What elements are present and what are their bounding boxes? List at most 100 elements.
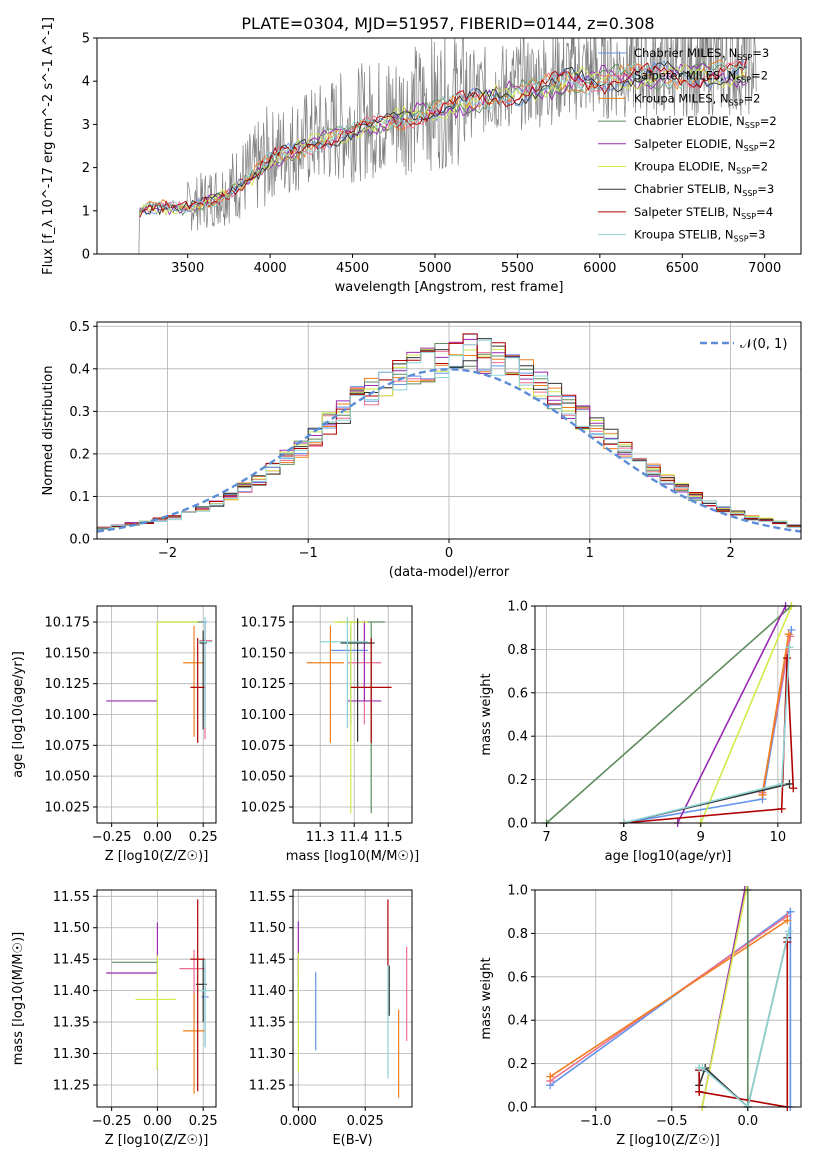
y-tick-label: 3 <box>82 118 90 133</box>
y-tick-label: 10.125 <box>45 677 91 692</box>
y-tick-label: 11.40 <box>53 984 90 999</box>
axes-frame <box>534 605 802 824</box>
y-tick-label: 10.125 <box>241 677 287 692</box>
y-tick-label: 11.50 <box>249 921 286 936</box>
x-axis-label: Z [log10(Z/Z☉)] <box>105 849 209 864</box>
legend-value: =2 <box>751 160 768 174</box>
weight-line <box>549 910 792 1107</box>
legend-value: =3 <box>757 182 774 196</box>
legend-entry: Chabrier ELODIE, NSSP=2 <box>634 114 777 130</box>
legend-value: =3 <box>749 228 766 242</box>
weight-marker <box>789 784 798 793</box>
y-tick-label: 0.6 <box>507 686 528 701</box>
legend-subscript: SSP <box>742 189 757 198</box>
y-tick-label: 10.025 <box>241 800 287 815</box>
y-tick-label: 10.150 <box>241 646 287 661</box>
x-tick-label: 5000 <box>418 261 451 276</box>
weight-line <box>623 629 793 824</box>
legend-subscript: SSP <box>744 144 759 153</box>
model-spectrum-line <box>139 60 747 216</box>
age-vs-metallicity-panel: −0.25 0.00 0.25 10.025 10.050 10.075 10.100 10.… <box>11 605 218 864</box>
y-tick-label: 11.30 <box>53 1047 90 1062</box>
y-tick-label: 1 <box>82 204 90 219</box>
mass-vs-ebv-panel: 0.000 0.025 11.25 11.30 11.35 11.40 11.45 11.50… <box>249 889 413 1148</box>
weight-marker <box>695 1087 704 1096</box>
y-tick-label: 0.8 <box>507 643 528 658</box>
x-tick-label: 11.4 <box>340 830 369 845</box>
y-tick-label: 0.0 <box>507 1101 528 1116</box>
figure-title: PLATE=0304, MJD=51957, FIBERID=0144, z=0… <box>241 14 654 33</box>
model-spectrum-line <box>139 60 747 216</box>
y-tick-label: 11.55 <box>53 890 90 905</box>
y-tick-label: 11.25 <box>249 1078 286 1093</box>
legend-value: =2 <box>744 91 761 105</box>
spectrum-panel: 3500 4000 4500 5000 5500 6000 6500 7000 0 1 2 3 4 5 wa… <box>41 17 802 295</box>
y-axis-label: mass weight <box>479 673 494 755</box>
weight-marker <box>783 654 792 663</box>
x-tick-label: 2 <box>726 546 734 561</box>
weight-marker <box>546 1072 555 1081</box>
y-tick-label: 10.075 <box>45 739 91 754</box>
axes-frame <box>292 889 413 1108</box>
model-spectrum-line <box>139 62 747 214</box>
weight-marker <box>785 643 794 652</box>
y-axis-label: mass [log10(M/M☉)] <box>11 932 26 1065</box>
x-axis-label: Z [log10(Z/Z☉)] <box>105 1133 209 1148</box>
histogram-step-line <box>97 339 801 529</box>
x-tick-label: 9 <box>697 830 705 845</box>
y-tick-label: 10.050 <box>45 770 91 785</box>
x-axis-label: E(B-V) <box>332 1133 372 1148</box>
x-axis-label: Z [log10(Z/Z☉)] <box>616 1133 720 1148</box>
weight-marker <box>777 779 786 788</box>
x-tick-label: −1 <box>299 546 318 561</box>
weight-line <box>546 605 792 824</box>
y-tick-label: 5 <box>82 32 90 47</box>
x-tick-label: 0.00 <box>143 830 172 845</box>
weight-line <box>676 605 787 824</box>
legend-subscript: SSP <box>737 53 752 62</box>
weight-marker <box>786 907 795 916</box>
y-tick-label: 10.050 <box>241 770 287 785</box>
legend-subscript: SSP <box>729 98 744 107</box>
weight-marker <box>787 625 796 634</box>
x-tick-label: 10 <box>770 830 787 845</box>
legend-entry: Chabrier STELIB, NSSP=3 <box>634 182 774 198</box>
residual-histogram-panel: −2 −1 0 1 2 0.0 0.1 0.2 0.3 0.4 0.5 (data-model)/er… <box>41 320 802 580</box>
histogram-step-line <box>97 333 801 528</box>
y-tick-label: 0.0 <box>507 817 528 832</box>
y-tick-label: 0.1 <box>69 490 90 505</box>
x-tick-label: 4500 <box>336 261 369 276</box>
model-spectrum-line <box>139 64 747 216</box>
weight-line <box>623 658 795 824</box>
x-tick-label: 0.25 <box>189 830 218 845</box>
legend-value: =3 <box>752 46 769 60</box>
model-spectrum-line <box>139 61 747 217</box>
model-spectrum-line <box>139 59 748 218</box>
legend-entry: Salpeter ELODIE, NSSP=2 <box>634 137 776 153</box>
y-tick-label: 1.0 <box>507 884 528 899</box>
legend-value: =2 <box>751 69 768 83</box>
x-tick-label: 7000 <box>748 261 781 276</box>
y-tick-label: 0.4 <box>507 1014 528 1029</box>
x-tick-label: 5500 <box>501 261 534 276</box>
x-tick-label: 6500 <box>666 261 699 276</box>
x-tick-label: 0 <box>445 546 453 561</box>
x-axis-label: mass [log10(M/M☉)] <box>286 849 419 864</box>
y-tick-label: 10.100 <box>241 708 287 723</box>
axes-frame <box>534 889 802 1108</box>
weight-line <box>761 634 790 795</box>
age-vs-mass-panel: 11.3 11.4 11.5 10.025 10.050 10.075 10.100 10.1… <box>241 605 419 864</box>
axes-frame <box>96 37 802 255</box>
weight-line <box>700 605 793 824</box>
legend-value: =4 <box>756 205 773 219</box>
weight-vs-age-panel: 7 8 9 10 0.0 0.2 0.4 0.6 0.8 1.0 age [log10(age/yr… <box>479 600 802 864</box>
legend-entry: Chabrier MILES, NSSP=3 <box>634 46 769 62</box>
x-tick-label: 3500 <box>171 261 204 276</box>
x-tick-label: −2 <box>158 546 177 561</box>
x-tick-label: −0.25 <box>92 1114 132 1129</box>
y-axis-label: mass weight <box>479 957 494 1039</box>
y-tick-label: 11.45 <box>53 953 90 968</box>
y-tick-label: 0.3 <box>69 405 90 420</box>
x-tick-label: 4000 <box>254 261 287 276</box>
legend-subscript: SSP <box>734 235 749 244</box>
